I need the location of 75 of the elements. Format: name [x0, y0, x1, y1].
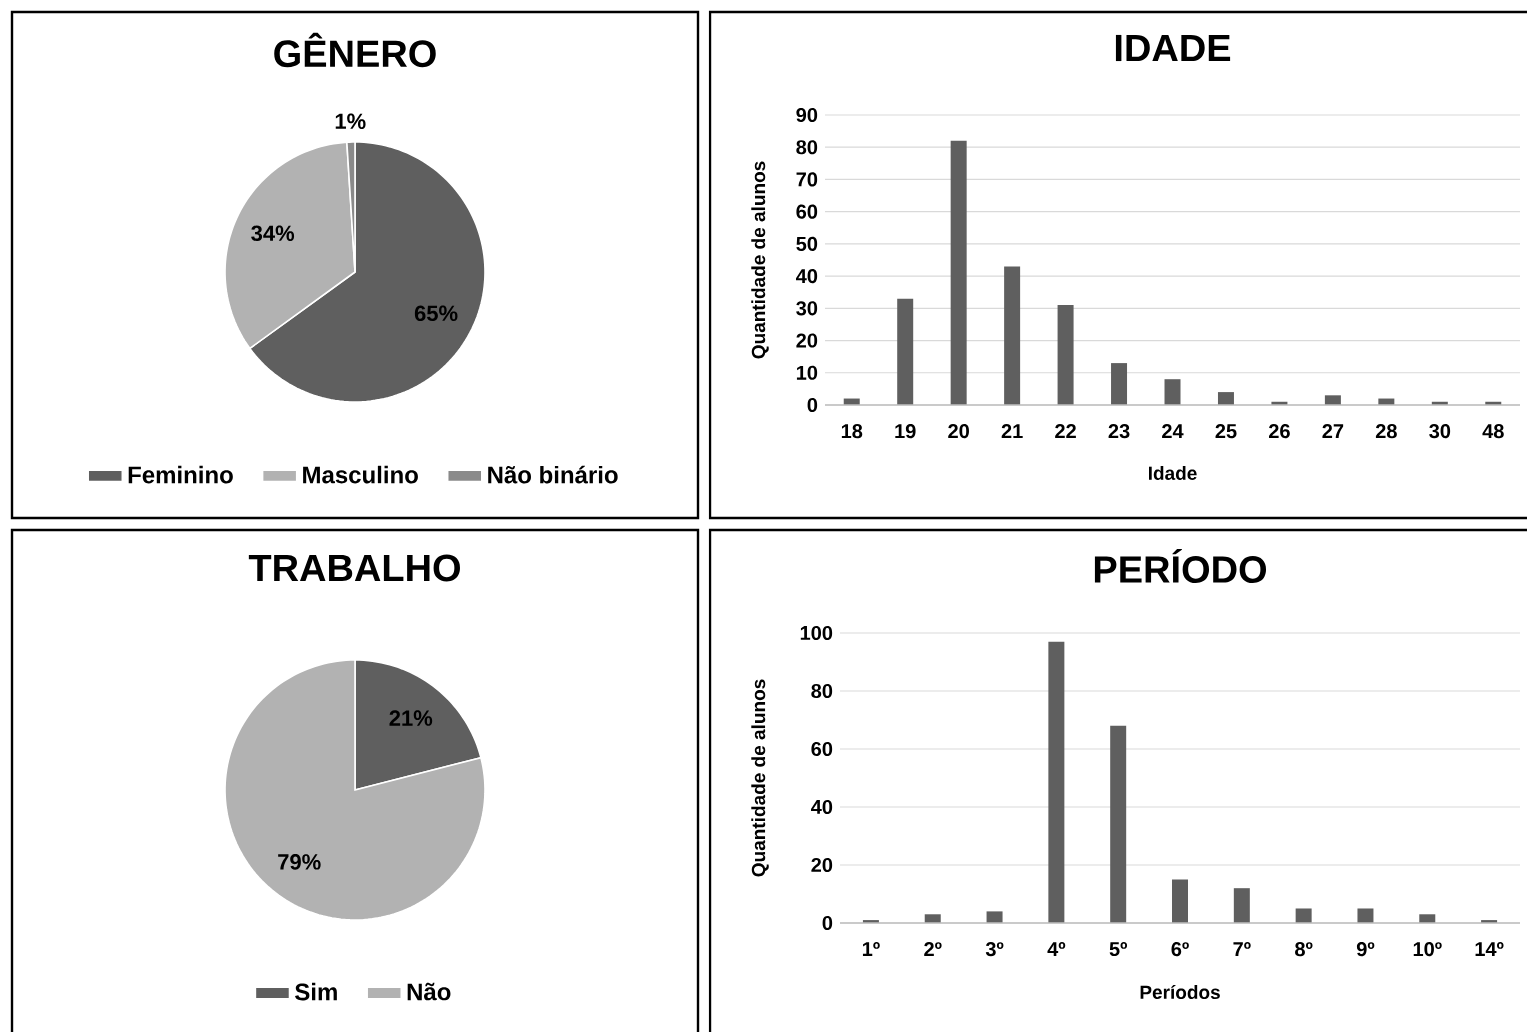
y-tick-label: 90: [796, 107, 818, 123]
x-tick-label: 48: [1482, 424, 1504, 439]
chart-title: GÊNERO: [274, 32, 436, 68]
bar: [1111, 363, 1128, 405]
x-tick-label: 19: [895, 424, 916, 439]
y-tick-label: 80: [796, 140, 818, 155]
bar: [1048, 641, 1065, 923]
legend-label: Masculino: [303, 465, 418, 484]
legend-label: Feminino: [128, 465, 233, 484]
x-axis-title: Idade: [1148, 466, 1197, 480]
bar: [1233, 888, 1250, 923]
x-tick-label: 26: [1268, 424, 1290, 439]
x-tick-label: 30: [1429, 424, 1451, 439]
bar: [950, 140, 967, 405]
x-tick-label: 4º: [1047, 942, 1066, 956]
y-tick-label: 30: [796, 301, 818, 316]
x-tick-label: 8º: [1295, 942, 1313, 957]
y-tick-label: 80: [811, 683, 833, 699]
bar: [1057, 305, 1074, 405]
y-tick-label: 60: [811, 741, 833, 757]
bar: [1164, 379, 1181, 405]
x-tick-label: 14º: [1475, 942, 1504, 956]
bar: [1004, 266, 1021, 405]
x-tick-label: 27: [1322, 424, 1344, 439]
y-tick-label: 40: [796, 269, 818, 284]
y-tick-label: 0: [822, 915, 833, 931]
y-tick-label: 40: [811, 799, 833, 815]
x-tick-label: 25: [1215, 424, 1237, 439]
chart-title: TRABALHO: [248, 554, 460, 582]
bar: [924, 914, 941, 923]
y-tick-label: 100: [800, 625, 833, 641]
bar: [1419, 914, 1436, 923]
x-tick-label: 6º: [1171, 942, 1189, 957]
y-axis-title: Quantidade de alunos: [751, 161, 769, 359]
data-label: 79%: [278, 854, 321, 870]
x-tick-label: 3º: [985, 942, 1004, 957]
y-tick-label: 20: [811, 857, 833, 873]
bar: [1110, 725, 1127, 923]
bar: [986, 911, 1003, 923]
y-tick-label: 20: [796, 333, 818, 348]
y-tick-label: 70: [796, 172, 818, 187]
x-tick-label: 24: [1162, 424, 1184, 439]
data-label: 21%: [389, 710, 433, 726]
bar: [1172, 879, 1189, 923]
chart-title: PERÍODO: [1094, 548, 1267, 583]
y-tick-label: 10: [796, 365, 818, 380]
data-label: 34%: [251, 225, 295, 242]
x-tick-label: 10º: [1413, 942, 1442, 957]
bar: [1217, 392, 1234, 405]
x-tick-label: 5º: [1109, 942, 1128, 957]
bar: [1357, 908, 1374, 923]
data-label: 65%: [414, 305, 458, 322]
y-tick-label: 50: [796, 236, 818, 251]
x-tick-label: 9º: [1356, 942, 1375, 957]
legend-label: Não: [407, 982, 451, 1001]
x-tick-label: 23: [1108, 424, 1130, 439]
x-tick-label: 21: [1001, 424, 1023, 439]
y-axis-title: Quantidade de alunos: [751, 679, 769, 877]
y-tick-label: 60: [796, 204, 818, 219]
legend-label: Sim: [295, 982, 337, 1001]
x-tick-label: 1º: [862, 942, 880, 956]
x-tick-label: 22: [1055, 424, 1076, 439]
x-axis-title: Períodos: [1140, 984, 1220, 1000]
chart-title: IDADE: [1115, 34, 1231, 62]
legend-label: Não binário: [488, 465, 618, 484]
x-tick-label: 20: [948, 424, 969, 439]
y-tick-label: 0: [807, 397, 818, 413]
x-tick-label: 2º: [924, 942, 942, 957]
bar: [897, 298, 914, 405]
bar: [1324, 395, 1341, 405]
bar: [1295, 908, 1312, 923]
x-tick-label: 28: [1375, 424, 1397, 439]
x-tick-label: 7º: [1233, 942, 1251, 956]
x-tick-label: 18: [841, 424, 863, 439]
data-label: 1%: [335, 113, 366, 129]
